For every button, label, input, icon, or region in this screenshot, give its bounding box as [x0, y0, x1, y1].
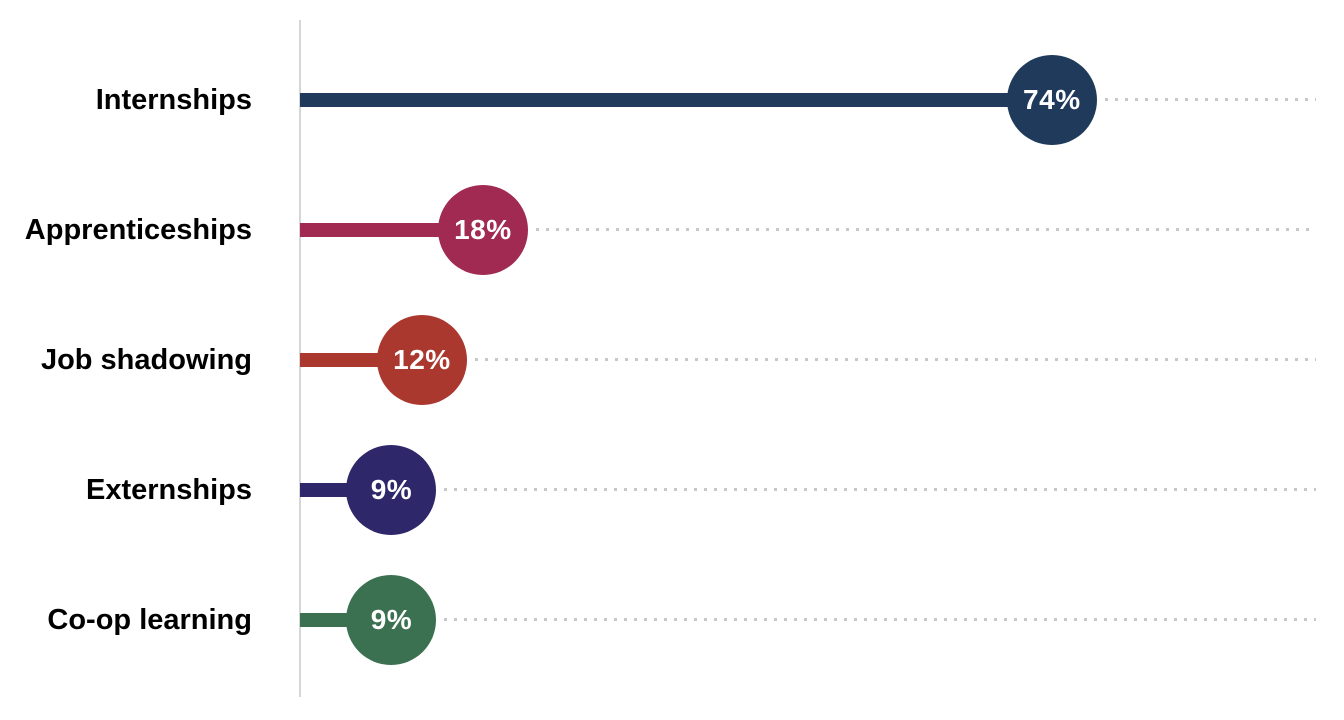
- bar-stem: [300, 93, 1052, 107]
- dotted-leader-line: [444, 488, 1316, 491]
- value-label: 18%: [454, 214, 512, 245]
- category-label: Co-op learning: [47, 604, 252, 636]
- value-bubble: 18%: [437, 185, 528, 275]
- category-label: Internships: [95, 84, 252, 116]
- dotted-leader-line: [444, 618, 1316, 621]
- value-label: 74%: [1023, 84, 1081, 115]
- dotted-leader-line: [474, 358, 1316, 361]
- value-label: 12%: [393, 344, 451, 375]
- dotted-leader-line: [535, 228, 1316, 231]
- dotted-leader-line: [1104, 98, 1316, 101]
- category-label: Externships: [86, 474, 252, 506]
- value-bubble: 9%: [346, 445, 437, 535]
- value-bubble: 12%: [376, 315, 467, 405]
- value-label: 9%: [370, 604, 413, 635]
- value-bubble: 9%: [346, 575, 437, 665]
- value-label: 9%: [370, 474, 413, 505]
- value-bubble: 74%: [1006, 55, 1097, 145]
- category-label: Job shadowing: [40, 344, 252, 376]
- category-label: Apprenticeships: [24, 214, 252, 246]
- bar-stem: [300, 223, 483, 237]
